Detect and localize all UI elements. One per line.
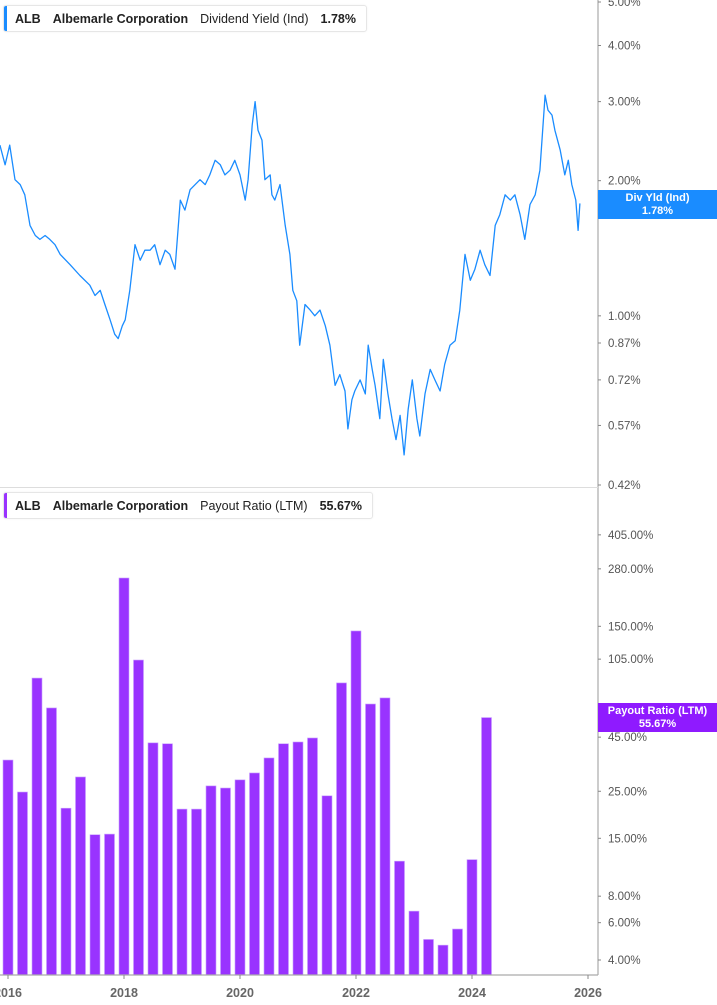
payout-ratio-bar — [350, 630, 362, 976]
payout-y-tick-label: 4.00% — [608, 955, 641, 967]
legend-color-swatch — [4, 493, 7, 518]
dividend-yield-price-flag: Div Yld (Ind) 1.78% — [598, 190, 717, 219]
payout-ratio-bar — [75, 776, 86, 976]
yield-y-tick-label: 0.42% — [608, 480, 641, 492]
payout-y-tick-label: 8.00% — [608, 891, 641, 903]
bottom-legend[interactable]: ALB Albemarle Corporation Payout Ratio (… — [3, 492, 373, 519]
payout-ratio-bar — [321, 795, 333, 976]
legend-metric: Dividend Yield (Ind) — [200, 11, 309, 26]
payout-y-tick-label: 105.00% — [608, 654, 653, 666]
yield-y-tick-label: 2.00% — [608, 176, 641, 188]
x-tick-label: 2016 — [0, 986, 22, 1000]
top-legend[interactable]: ALB Albemarle Corporation Dividend Yield… — [3, 5, 367, 32]
axes: 5.00% 4.00% 3.00% 2.00% 1.00% 0.87% 0.72% 0.57%… — [0, 0, 653, 1000]
yield-y-tick-label: 4.00% — [608, 41, 641, 53]
x-tick-label: 2020 — [226, 986, 254, 1000]
legend-ticker: ALB — [15, 11, 41, 26]
flag-label: Payout Ratio (LTM) — [607, 704, 708, 717]
dividend-yield-chart — [0, 94, 581, 456]
payout-ratio-bar — [133, 659, 144, 976]
payout-ratio-bar — [220, 787, 231, 976]
legend-metric: Payout Ratio (LTM) — [200, 498, 308, 513]
payout-ratio-bar — [46, 707, 57, 976]
payout-ratio-bar — [423, 939, 434, 976]
flag-label: Div Yld (Ind) — [625, 191, 690, 204]
flag-value: 55.67% — [638, 717, 677, 730]
payout-ratio-bar — [307, 737, 318, 976]
legend-ticker: ALB — [15, 498, 41, 513]
legend-company: Albemarle Corporation — [52, 498, 189, 513]
payout-y-tick-label: 280.00% — [608, 564, 653, 576]
payout-ratio-bar — [394, 860, 405, 976]
yield-y-tick-label: 5.00% — [608, 0, 641, 9]
legend-color-swatch — [4, 6, 7, 31]
payout-ratio-bar — [31, 677, 43, 976]
yield-y-tick-label: 3.00% — [608, 97, 641, 109]
dividend-yield-line — [0, 94, 581, 456]
payout-ratio-bar — [379, 697, 391, 976]
payout-ratio-bar — [162, 743, 173, 976]
x-tick-label: 2026 — [574, 986, 602, 1000]
payout-ratio-bar — [60, 807, 72, 976]
payout-ratio-bar — [89, 834, 101, 976]
payout-y-tick-label: 15.00% — [608, 833, 647, 845]
payout-ratio-chart — [2, 577, 492, 976]
payout-ratio-bar — [408, 910, 420, 976]
payout-ratio-bar — [234, 779, 246, 976]
payout-ratio-bar — [191, 808, 202, 976]
legend-value: 1.78% — [320, 11, 356, 26]
payout-ratio-bar — [437, 944, 449, 976]
payout-ratio-bar — [481, 717, 492, 976]
payout-y-tick-label: 150.00% — [608, 621, 653, 633]
payout-ratio-price-flag: Payout Ratio (LTM) 55.67% — [598, 703, 717, 732]
payout-y-tick-label: 45.00% — [608, 732, 647, 744]
x-tick-label: 2022 — [342, 986, 370, 1000]
payout-ratio-bar — [263, 757, 275, 976]
payout-ratio-bar — [292, 741, 304, 976]
payout-ratio-bar — [176, 808, 188, 976]
legend-company: Albemarle Corporation — [52, 11, 189, 26]
payout-y-tick-label: 25.00% — [608, 786, 647, 798]
legend-value: 55.67% — [319, 498, 362, 513]
flag-value: 1.78% — [641, 204, 674, 217]
x-tick-label: 2024 — [458, 986, 486, 1000]
payout-ratio-bar — [2, 759, 14, 976]
payout-ratio-bar — [147, 742, 159, 976]
yield-y-tick-label: 0.57% — [608, 420, 641, 432]
yield-y-tick-label: 0.72% — [608, 375, 641, 387]
payout-ratio-bar — [249, 772, 260, 976]
payout-y-tick-label: 405.00% — [608, 530, 653, 542]
payout-ratio-bar — [118, 577, 130, 976]
payout-ratio-bar — [104, 833, 115, 976]
payout-ratio-bar — [278, 743, 289, 976]
payout-ratio-bar — [452, 928, 463, 976]
payout-y-tick-label: 6.00% — [608, 918, 641, 930]
x-tick-label: 2018 — [110, 986, 138, 1000]
payout-ratio-bar — [17, 791, 28, 976]
payout-ratio-bar — [336, 682, 347, 976]
payout-ratio-bar — [466, 859, 478, 976]
yield-y-tick-label: 0.87% — [608, 338, 641, 350]
yield-y-tick-label: 1.00% — [608, 311, 641, 323]
payout-ratio-bar — [365, 703, 376, 976]
payout-ratio-bar — [205, 785, 217, 976]
